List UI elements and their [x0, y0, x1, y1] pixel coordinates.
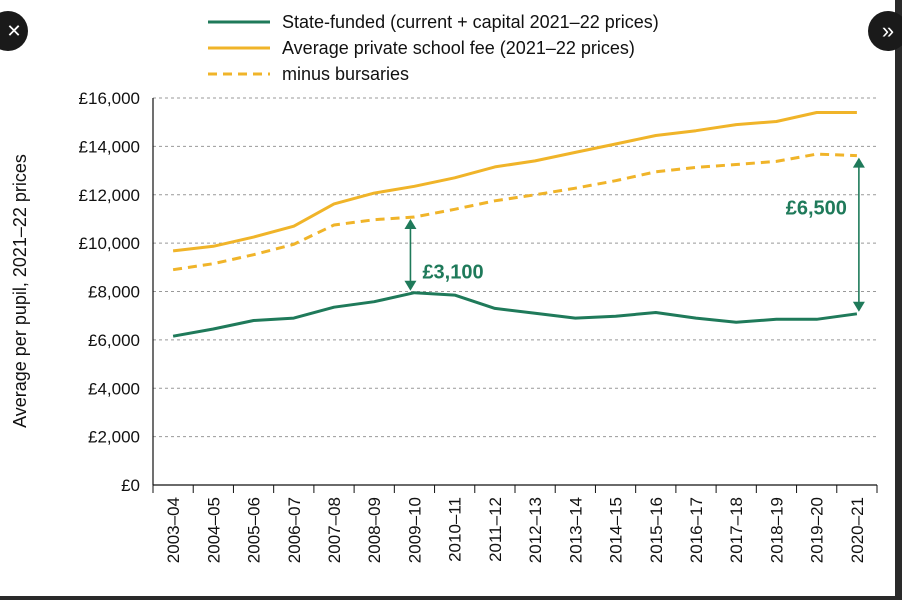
annotation-arrowhead	[852, 157, 865, 168]
annotation-label: £6,500	[786, 198, 847, 220]
legend-label: minus bursaries	[282, 64, 409, 84]
annotation-arrowhead	[404, 219, 417, 230]
close-icon: ✕	[6, 20, 22, 41]
x-tick-label: 2019–20	[808, 497, 827, 563]
gridlines	[153, 97, 877, 438]
series-line-1	[172, 291, 858, 338]
annotations: £3,100 £6,500	[404, 157, 865, 312]
annotation-label: £3,100	[422, 262, 483, 284]
next-button[interactable]: »	[868, 11, 902, 51]
x-tick-label: 2014–15	[607, 497, 626, 563]
y-tick-label: £0	[121, 476, 140, 495]
x-tick-label: 2016–17	[687, 497, 706, 563]
x-tick-label: 2007–08	[325, 497, 344, 563]
annotation-arrowhead	[852, 301, 865, 312]
x-tick-label: 2015–16	[647, 497, 666, 563]
y-axis-label: Average per pupil, 2021–22 prices	[10, 154, 30, 428]
series-line-3	[172, 152, 857, 272]
x-tick-label: 2012–13	[526, 497, 545, 563]
x-tick-label: 2003–04	[164, 497, 183, 563]
y-tick-label: £14,000	[79, 137, 140, 156]
series-line-2	[172, 111, 857, 253]
x-tick-label: 2005–06	[245, 497, 264, 563]
y-tick-label: £8,000	[88, 283, 140, 302]
y-tick-label: £12,000	[79, 186, 140, 205]
x-tick-label: 2004–05	[204, 497, 223, 563]
legend-label: State-funded (current + capital 2021–22 …	[282, 12, 659, 32]
x-tick-label: 2009–10	[405, 497, 424, 563]
axes: £0 £2,000 £4,000 £6,000 £8,000 £10,000 £12,000…	[79, 89, 878, 563]
y-tick-label: £10,000	[79, 234, 140, 253]
x-tick-label: 2018–19	[767, 497, 786, 563]
y-tick-label: £4,000	[88, 379, 140, 398]
x-tick-label: 2017–18	[727, 497, 746, 563]
y-tick-label: £16,000	[79, 89, 140, 108]
close-button[interactable]: ✕	[0, 11, 28, 51]
x-tick-label: 2010–11	[446, 497, 465, 562]
x-tick-label: 2013–14	[566, 497, 585, 563]
legend-label: Average private school fee (2021–22 pric…	[282, 38, 635, 58]
x-tick-label: 2011–12	[486, 497, 505, 562]
legend: State-funded (current + capital 2021–22 …	[208, 12, 659, 84]
series-lines	[172, 111, 858, 338]
y-tick-label: £2,000	[88, 428, 140, 447]
x-tick-label: 2008–09	[365, 497, 384, 563]
annotation-arrowhead	[404, 280, 417, 291]
x-tick-label: 2020–21	[848, 497, 867, 563]
double-chevron-right-icon: »	[881, 18, 895, 43]
y-tick-label: £6,000	[88, 331, 140, 350]
x-tick-label: 2006–07	[285, 497, 304, 563]
